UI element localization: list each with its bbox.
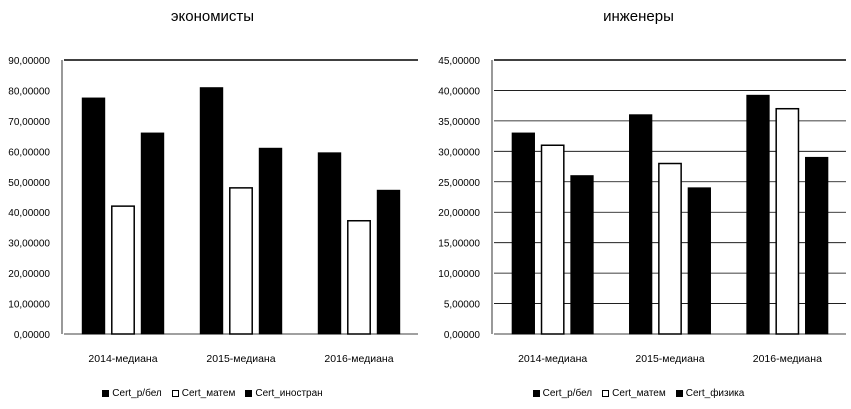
y-tick-label: 50,00000	[8, 178, 50, 189]
bar	[570, 175, 594, 335]
engineers-plot-area: 0,00000 5,00000 10,00000 15,00000 20,00000 25…	[438, 56, 846, 365]
bar	[746, 94, 770, 335]
bar	[111, 205, 135, 335]
bar	[511, 132, 535, 335]
bar	[140, 132, 165, 335]
legend-item: Cert_матем	[602, 388, 666, 399]
legend-swatch	[102, 390, 110, 397]
legend-swatch	[171, 390, 179, 397]
legend-label: Cert_физика	[685, 388, 745, 399]
y-tick-label: 5,00000	[444, 300, 481, 311]
bar	[687, 187, 711, 335]
y-tick-label: 20,00000	[438, 208, 480, 219]
x-tick-label: 2015-медиана	[206, 353, 275, 365]
legend-label: Cert_р/бел	[112, 388, 162, 399]
bar	[775, 107, 800, 335]
economists-plot-area: 0,00000 10,00000 20,00000 30,00000 40,00000 5…	[8, 56, 418, 365]
y-tick-label: 30,00000	[438, 147, 480, 158]
y-tick-label: 10,00000	[438, 269, 480, 280]
y-tick-label: 40,00000	[438, 86, 480, 97]
x-tick-label: 2014-медиана	[518, 353, 587, 365]
legend-label: Cert_матем	[612, 388, 666, 399]
legend-item: Cert_иностран	[245, 388, 323, 399]
legend-label: Cert_иностран	[255, 388, 323, 399]
bar	[376, 189, 401, 335]
bar	[347, 219, 371, 335]
legend-swatch	[675, 390, 683, 397]
bar	[229, 187, 253, 335]
y-tick-label: 30,00000	[8, 239, 50, 250]
bar	[317, 152, 342, 335]
legend-item: Cert_матем	[171, 388, 236, 399]
chart-title: инженеры	[603, 8, 674, 25]
bar	[658, 162, 682, 335]
y-tick-label: 0,00000	[14, 330, 51, 341]
legend-item: Cert_р/бел	[102, 388, 162, 399]
economists-chart: экономисты 0,00000 10,00000 20,00000 30,000…	[0, 0, 425, 409]
legend-swatch	[602, 390, 610, 397]
legend-item: Cert_физика	[675, 388, 745, 399]
legend: Cert_р/бел Cert_матем Cert_иностран	[0, 388, 425, 399]
y-tick-label: 10,00000	[8, 300, 50, 311]
x-tick-label: 2016-медиана	[324, 353, 393, 365]
y-tick-label: 90,00000	[8, 56, 50, 67]
legend-item: Cert_р/бел	[532, 388, 593, 399]
y-tick-label: 60,00000	[8, 147, 50, 158]
y-tick-label: 45,00000	[438, 56, 480, 67]
bar	[540, 144, 565, 335]
legend-swatch	[532, 390, 540, 397]
chart-title: экономисты	[170, 8, 255, 25]
y-tick-label: 15,00000	[438, 239, 480, 250]
bar	[629, 114, 653, 335]
bar	[258, 147, 283, 335]
bar	[805, 156, 829, 335]
y-tick-label: 25,00000	[438, 178, 480, 189]
y-tick-label: 20,00000	[8, 269, 50, 280]
x-tick-label: 2016-медиана	[753, 353, 822, 365]
legend-swatch	[245, 390, 253, 397]
y-tick-label: 35,00000	[438, 117, 480, 128]
bar	[81, 97, 106, 335]
legend-label: Cert_матем	[181, 388, 236, 399]
legend: Cert_р/бел Cert_матем Cert_физика	[426, 388, 851, 399]
legend-label: Cert_р/бел	[542, 388, 593, 399]
x-tick-label: 2015-медиана	[635, 353, 704, 365]
x-tick-label: 2014-медиана	[88, 353, 157, 365]
y-tick-label: 70,00000	[8, 117, 50, 128]
bar	[199, 87, 224, 335]
y-tick-label: 0,00000	[444, 330, 481, 341]
y-tick-label: 80,00000	[8, 86, 50, 97]
engineers-chart: инженеры 0,00000 5,00000 10,00000 15,00000 2…	[426, 0, 851, 409]
y-tick-label: 40,00000	[8, 208, 50, 219]
